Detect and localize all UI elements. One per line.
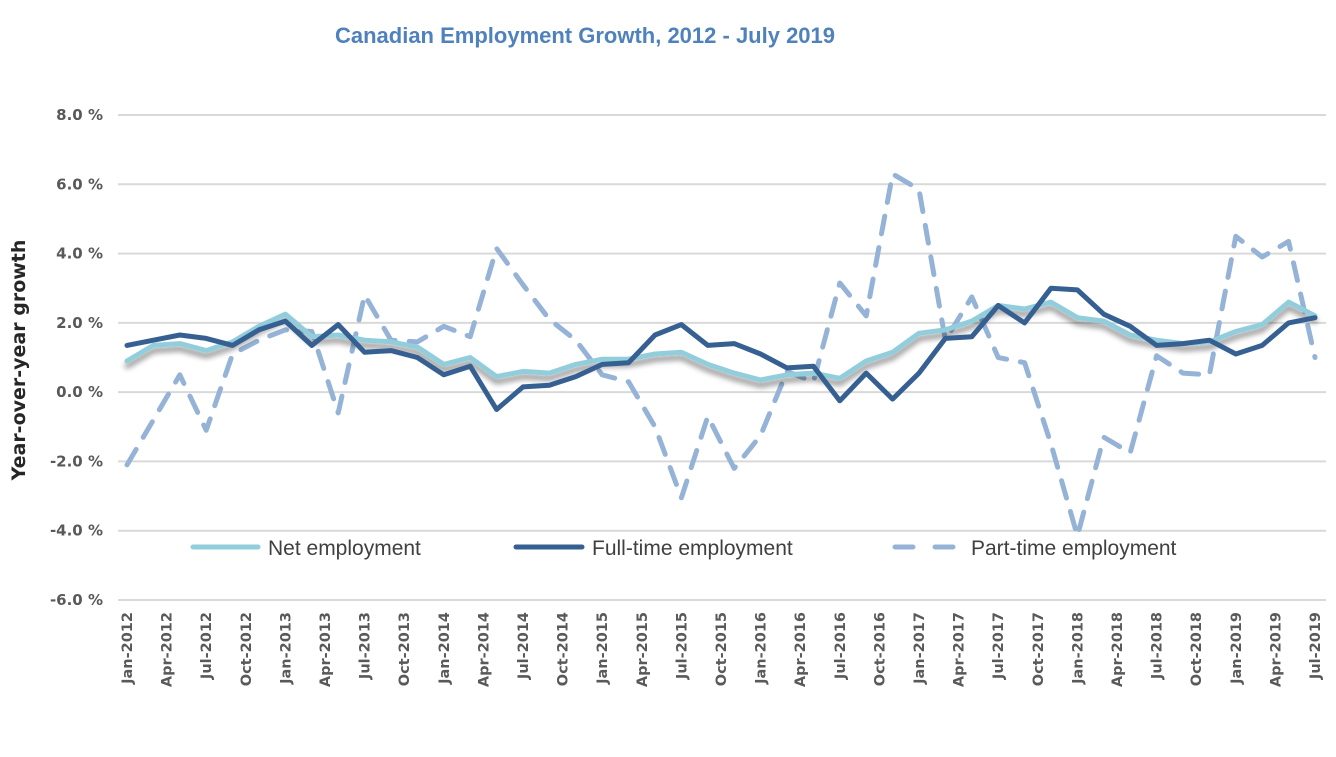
x-tick-label: Apr-2017 [952, 612, 968, 687]
x-tick-label: Jan-2013 [278, 612, 294, 685]
y-tick-label: 8.0 % [56, 106, 103, 124]
x-tick-label: Jan-2016 [754, 612, 770, 685]
x-tick-label: Jan-2017 [912, 612, 928, 685]
x-tick-label: Jul-2013 [358, 612, 374, 680]
x-tick-label: Oct-2017 [1031, 612, 1047, 686]
x-tick-label: Jan-2014 [437, 612, 453, 685]
x-tick-label: Jul-2014 [516, 612, 532, 680]
x-tick-label: Apr-2018 [1110, 612, 1126, 687]
x-tick-label: Oct-2014 [556, 612, 572, 686]
y-tick-label: -2.0 % [50, 452, 103, 470]
x-tick-label: Apr-2019 [1268, 612, 1284, 687]
series-lines [124, 171, 1318, 539]
y-tick-label: -4.0 % [50, 522, 103, 540]
y-axis-ticks: 8.0 % 6.0 % 4.0 % 2.0 % 0.0 % -2.0 % -4.0 % -6.… [50, 106, 103, 609]
x-tick-label: Apr-2013 [318, 612, 334, 687]
x-tick-label: Apr-2014 [476, 612, 492, 687]
x-tick-label: Jul-2015 [674, 612, 690, 680]
x-tick-label: Jan-2012 [120, 612, 136, 685]
x-tick-label: Jan-2018 [1070, 612, 1086, 685]
x-tick-label: Apr-2012 [160, 612, 176, 687]
x-tick-label: Jul-2016 [833, 612, 849, 680]
series-line-part-time-employment [124, 171, 1318, 539]
x-tick-label: Jan-2015 [595, 612, 611, 685]
x-tick-label: Oct-2015 [714, 612, 730, 686]
legend-label: Full-time employment [592, 537, 793, 560]
x-tick-label: Jul-2019 [1308, 612, 1324, 680]
x-tick-label: Jan-2019 [1229, 612, 1245, 685]
x-tick-label: Oct-2013 [397, 612, 413, 686]
gridlines [118, 114, 1326, 601]
x-tick-label: Jul-2018 [1150, 612, 1166, 680]
x-tick-label: Oct-2018 [1189, 612, 1205, 686]
legend-label: Net employment [268, 537, 421, 560]
x-tick-label: Jul-2017 [991, 612, 1007, 680]
x-tick-label: Apr-2015 [635, 612, 651, 687]
y-tick-label: 0.0 % [56, 383, 103, 401]
y-tick-label: 4.0 % [56, 245, 103, 263]
y-tick-label: 6.0 % [56, 175, 103, 193]
y-tick-label: -6.0 % [50, 591, 103, 609]
x-tick-label: Oct-2012 [239, 612, 255, 686]
x-tick-label: Jul-2012 [199, 612, 215, 680]
x-tick-label: Apr-2016 [793, 612, 809, 687]
y-axis-label: Year-over-year growth [8, 240, 30, 482]
chart-title: Canadian Employment Growth, 2012 - July … [335, 23, 835, 48]
x-tick-label: Oct-2016 [872, 612, 888, 686]
x-axis-ticks: Jan-2012 Apr-2012 Jul-2012 Oct-2012 Jan-2013… [120, 612, 1324, 687]
legend-label: Part-time employment [971, 537, 1177, 560]
y-tick-label: 2.0 % [56, 314, 103, 332]
legend: Net employment Full-time employment Part-t… [190, 537, 1177, 560]
series-line-full-time-employment [124, 285, 1318, 412]
